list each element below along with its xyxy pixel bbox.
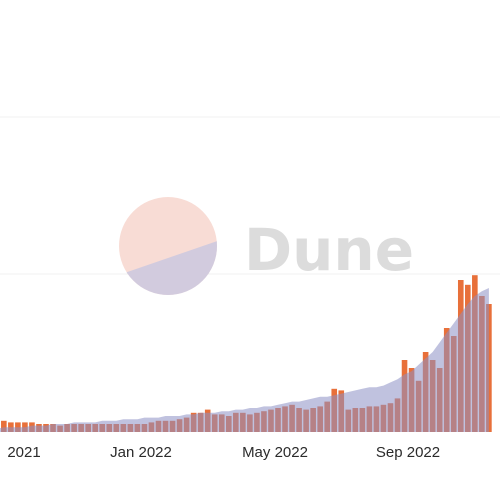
watermark-text: Dune	[244, 216, 414, 284]
x-tick-label: Sep 2022	[376, 444, 440, 461]
dune-watermark: Dune	[119, 197, 414, 295]
watermark-circle-bottom	[119, 238, 217, 295]
x-tick-label: Jan 2022	[110, 444, 172, 461]
x-tick-label: May 2022	[242, 444, 308, 461]
x-tick-label: 2021	[7, 444, 40, 461]
x-axis: 2021 Jan 2022 May 2022 Sep 2022	[7, 444, 440, 461]
bar	[1, 420, 7, 432]
gridlines	[0, 116, 500, 275]
bar	[486, 304, 492, 432]
area-series	[0, 288, 489, 432]
